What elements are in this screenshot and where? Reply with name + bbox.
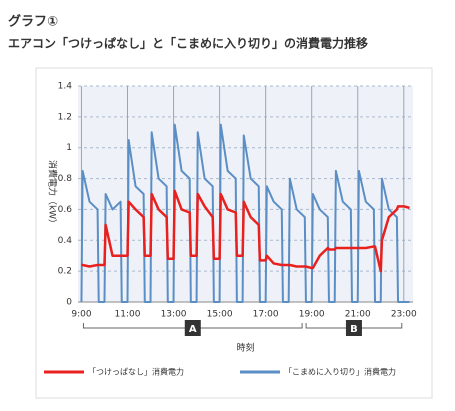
- y-axis-label: 消費電力（kW）: [47, 160, 59, 228]
- y-tick-label: 0.6: [58, 205, 73, 215]
- chart-subtitle: エアコン「つけっぱなし」と「こまめに入り切り」の消費電力推移: [8, 36, 368, 51]
- x-axis-label: 時刻: [236, 342, 254, 354]
- legend-label: 「こまめに入り切り」消費電力: [284, 367, 396, 377]
- y-tick-label: 0: [66, 298, 72, 308]
- x-tick-label: 23:00: [391, 310, 417, 320]
- frame: [35, 67, 433, 399]
- x-tick-label: 17:00: [253, 310, 279, 320]
- y-tick-label: 0.8: [58, 174, 73, 184]
- x-tick-label: 19:00: [299, 310, 325, 320]
- annotation: A: [189, 324, 197, 335]
- annotation-box: [184, 320, 201, 336]
- y-tick-label: 0.2: [58, 267, 72, 277]
- annotation: B: [350, 324, 358, 335]
- x-tick-label: 21:00: [345, 310, 371, 320]
- legend-label: 「つけっぱなし」消費電力: [88, 367, 184, 377]
- y-tick-label: 1: [66, 143, 72, 153]
- y-tick-label: 1.2: [58, 112, 72, 122]
- x-tick-label: 9:00: [71, 310, 91, 320]
- x-tick-label: 11:00: [115, 310, 141, 320]
- chart-title: グラフ①: [8, 14, 58, 30]
- x-tick-label: 15:00: [207, 310, 233, 320]
- y-tick-label: 1.4: [58, 82, 73, 92]
- annotation-box: [345, 320, 362, 336]
- x-tick-label: 13:00: [161, 310, 187, 320]
- series-line: [81, 189, 410, 273]
- y-tick-label: 0.4: [58, 236, 73, 246]
